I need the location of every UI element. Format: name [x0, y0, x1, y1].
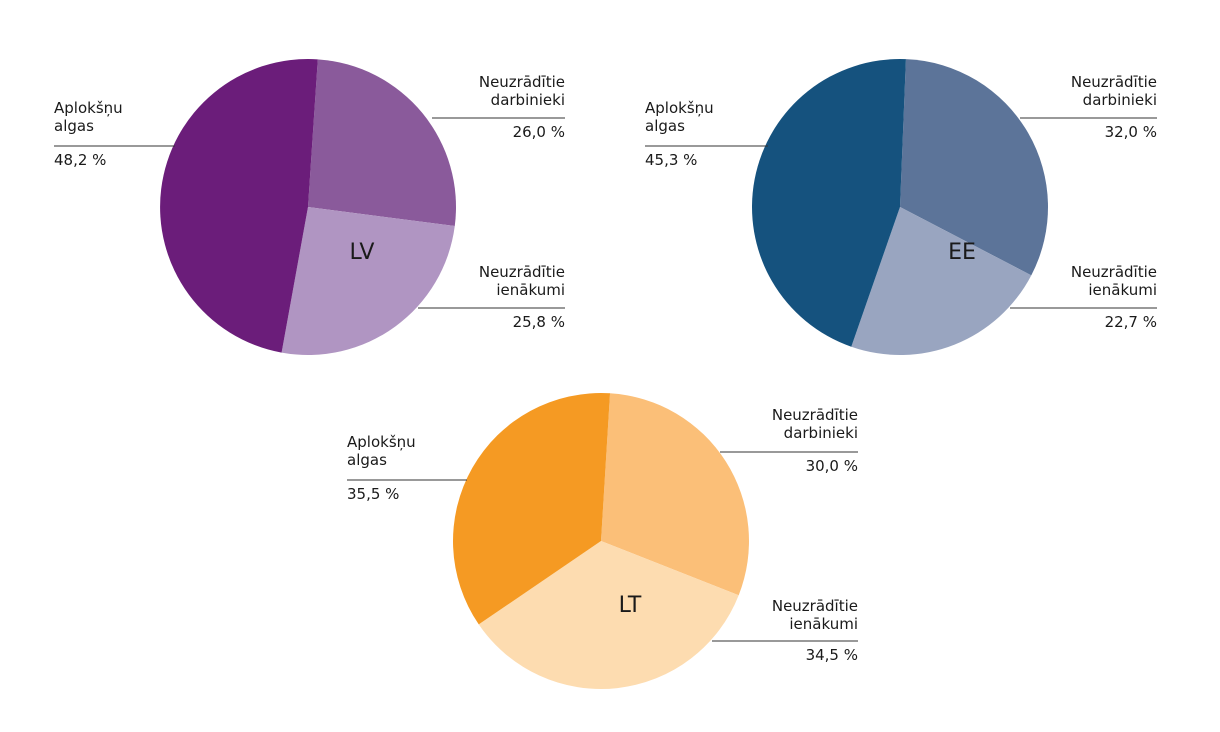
slice-value-label: 26,0 %	[513, 123, 565, 141]
pie-slice	[308, 59, 457, 227]
slice-label: Neuzrādītie	[772, 406, 858, 424]
slice-value-label: 34,5 %	[806, 646, 858, 664]
slice-label: ienākumi	[1088, 281, 1157, 299]
slice-label: Neuzrādītie	[1071, 73, 1157, 91]
slice-label: Neuzrādītie	[772, 597, 858, 615]
pie-slice	[281, 207, 455, 355]
pie-slice	[601, 393, 749, 596]
slice-value-label: 30,0 %	[806, 457, 858, 475]
slice-value-label: 25,8 %	[513, 313, 565, 331]
slice-label: Aplokšņu	[347, 433, 416, 451]
pie-center-label: LV	[350, 240, 375, 265]
slice-label: ienākumi	[789, 615, 858, 633]
pie-slice	[752, 59, 906, 347]
pie-center-label: LT	[619, 593, 642, 618]
slice-label: algas	[347, 451, 387, 469]
slice-label: algas	[54, 117, 94, 135]
slice-value-label: 22,7 %	[1105, 313, 1157, 331]
slice-value-label: 32,0 %	[1105, 123, 1157, 141]
slice-label: Neuzrādītie	[479, 73, 565, 91]
slice-label: darbinieki	[491, 91, 565, 109]
slice-label: Aplokšņu	[645, 99, 714, 117]
pie-slice	[900, 59, 1049, 276]
slice-value-label: 45,3 %	[645, 151, 697, 169]
slice-label: darbinieki	[784, 424, 858, 442]
slice-label: ienākumi	[496, 281, 565, 299]
slice-value-label: 35,5 %	[347, 485, 399, 503]
pie-slice	[851, 207, 1032, 356]
slice-label: Neuzrādītie	[1071, 263, 1157, 281]
slice-label: Aplokšņu	[54, 99, 123, 117]
pie-center-label: EE	[948, 240, 976, 265]
slice-label: algas	[645, 117, 685, 135]
slice-value-label: 48,2 %	[54, 151, 106, 169]
pie-slice	[160, 59, 318, 353]
pie-slice	[453, 393, 611, 625]
slice-label: darbinieki	[1083, 91, 1157, 109]
slice-label: Neuzrādītie	[479, 263, 565, 281]
pie-slice	[478, 541, 739, 689]
